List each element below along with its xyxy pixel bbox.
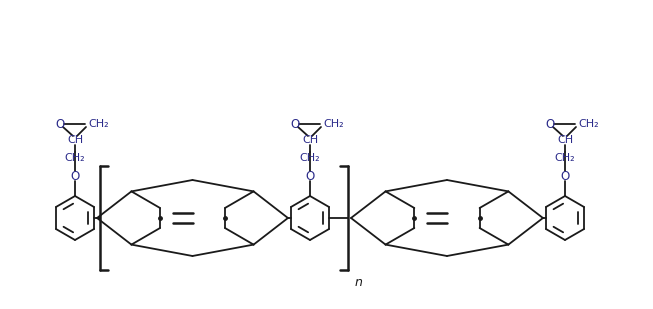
Text: O: O: [56, 117, 65, 130]
Text: n: n: [354, 276, 362, 289]
Text: O: O: [291, 117, 300, 130]
Text: O: O: [306, 170, 315, 183]
Text: CH: CH: [67, 135, 83, 145]
Text: O: O: [545, 117, 554, 130]
Text: O: O: [71, 170, 80, 183]
Text: O: O: [560, 170, 569, 183]
Text: CH₂: CH₂: [579, 119, 599, 129]
Text: CH₂: CH₂: [554, 153, 575, 163]
Text: CH: CH: [557, 135, 573, 145]
Text: CH₂: CH₂: [65, 153, 86, 163]
Text: CH: CH: [302, 135, 318, 145]
Text: CH₂: CH₂: [300, 153, 321, 163]
Text: CH₂: CH₂: [89, 119, 109, 129]
Text: CH₂: CH₂: [324, 119, 344, 129]
